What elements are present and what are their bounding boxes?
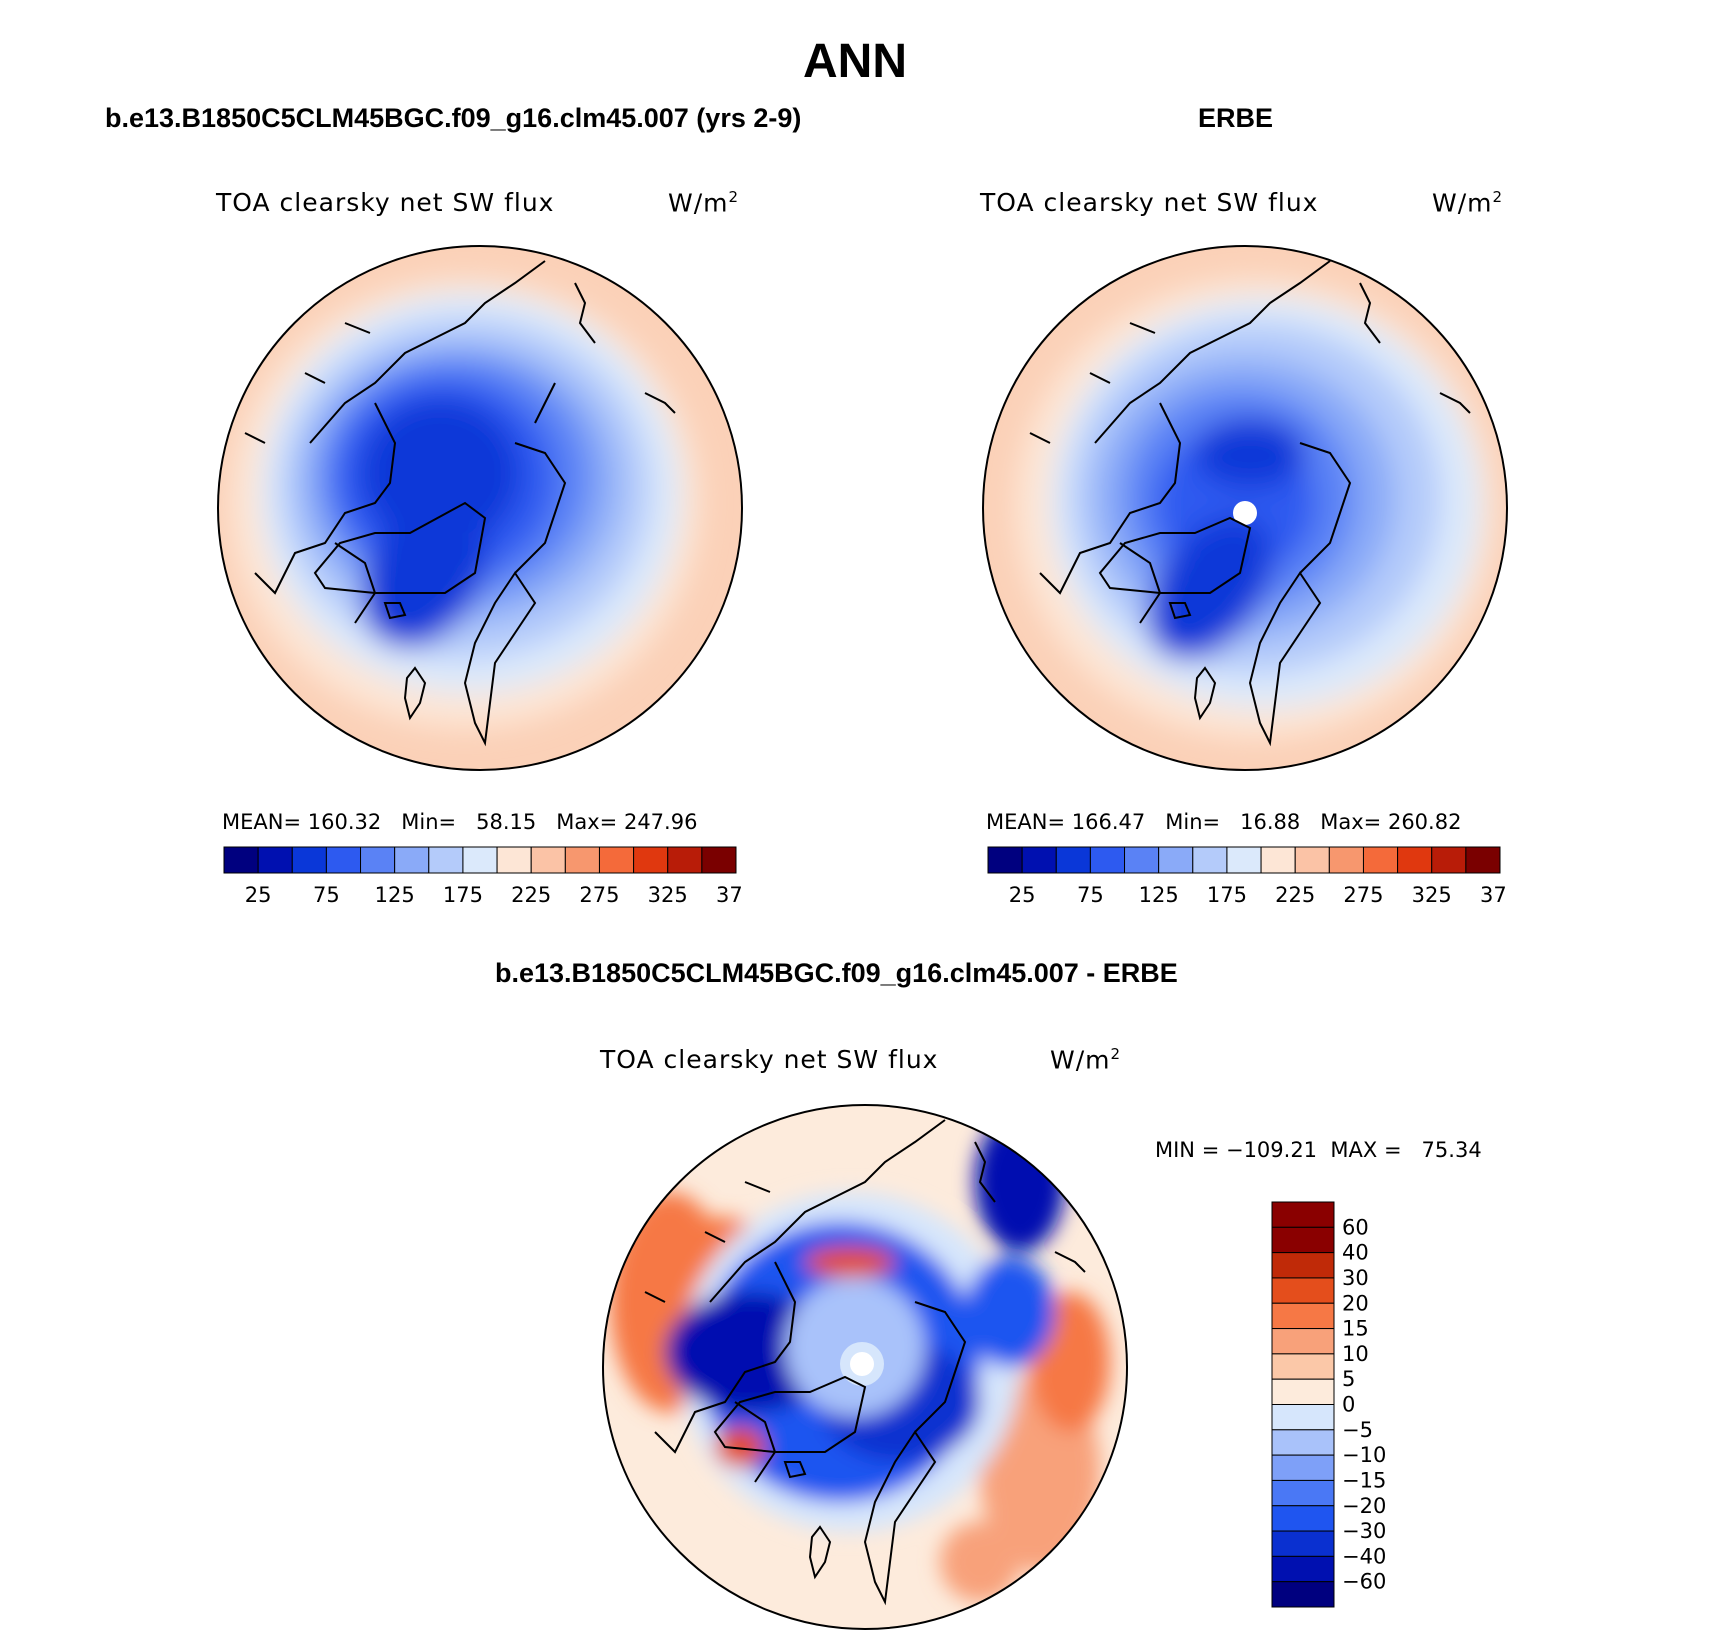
panel2-colorbar-tick-label: 175: [1207, 883, 1247, 907]
panel3-colorbar-tick-label: −20: [1342, 1494, 1386, 1518]
panel1-colorbar-swatch: [530, 846, 566, 874]
panel3-units: W/m2: [1050, 1045, 1122, 1075]
panel3-colorbar-tick-label: 40: [1342, 1241, 1369, 1265]
panel3-colorbar-tick-label: −10: [1342, 1443, 1386, 1467]
panel1-colorbar-tick-label: 325: [648, 883, 688, 907]
panel3-colorbar-swatch: [1271, 1530, 1335, 1557]
panel1-colorbar-swatch: [360, 846, 396, 874]
panel2-colorbar-swatch: [987, 846, 1023, 874]
panel1-colorbar-swatch: [564, 846, 600, 874]
panel1-colorbar-tick-label: 225: [511, 883, 551, 907]
main-title: ANN: [803, 35, 907, 88]
panel3-colorbar-tick-label: 10: [1342, 1342, 1369, 1366]
panel2-colorbar-tick-label: 125: [1139, 883, 1179, 907]
panel2-colorbar-swatch: [1362, 846, 1399, 874]
panel3-colorbar-swatch: [1271, 1328, 1335, 1355]
panel3-title: b.e13.B1850C5CLM45BGC.f09_g16.clm45.007 …: [495, 958, 1178, 988]
panel3-colorbar-swatch: [1271, 1404, 1335, 1431]
panel3-colorbar-swatch: [1271, 1505, 1335, 1532]
panel1-stats: MEAN= 160.32 Min= 58.15 Max= 247.96: [222, 810, 698, 834]
panel1-variable: TOA clearsky net SW flux: [216, 188, 555, 217]
panel2-variable: TOA clearsky net SW flux: [980, 188, 1319, 217]
panel2-units: W/m2: [1432, 188, 1504, 218]
panel2-colorbar-swatch: [1465, 846, 1501, 874]
panel2-colorbar-tick-label: 75: [1077, 883, 1104, 907]
panel1-colorbar-tick-label: 125: [375, 883, 415, 907]
panel1-colorbar-tick-label: 375: [716, 883, 742, 907]
panel3-colorbar-swatch: [1271, 1378, 1335, 1405]
panel1-colorbar-swatch: [633, 846, 669, 874]
panel3-colorbar-swatch: [1271, 1454, 1335, 1481]
panel2-colorbar-swatch: [1089, 846, 1126, 874]
panel2-colorbar-swatch: [1397, 846, 1433, 874]
panel3-colorbar-swatch: [1271, 1201, 1335, 1228]
panel1-colorbar-swatch: [496, 846, 532, 874]
panel3-colorbar-tick-label: 30: [1342, 1266, 1369, 1290]
panel2-colorbar-swatch: [1021, 846, 1057, 874]
panel3-polar-map: [602, 1104, 1128, 1630]
panel1-colorbar-swatch: [325, 846, 362, 874]
panel2-colorbar-swatch: [1226, 846, 1262, 874]
panel2-colorbar-tick-label: 25: [1009, 883, 1036, 907]
panel2-colorbar-swatch: [1158, 846, 1194, 874]
panel2-colorbar: 25 75 125 175 225 275 325 375: [987, 846, 1506, 907]
panel3-colorbar-swatch: [1271, 1302, 1335, 1330]
panel1-colorbar: 25 75 125 175 225 275 325 375: [223, 846, 742, 907]
panel1-colorbar-swatch: [257, 846, 293, 874]
panel3-colorbar-swatch: [1271, 1429, 1335, 1456]
panel3-colorbar-swatch: [1271, 1581, 1335, 1608]
panel2-colorbar-tick-label: 375: [1480, 883, 1506, 907]
panel2-polar-map: [982, 245, 1508, 771]
panel1-colorbar-swatch: [428, 846, 464, 874]
panel1-colorbar-swatch: [701, 846, 737, 874]
panel2-colorbar-tick-label: 325: [1412, 883, 1452, 907]
panel1-colorbar-swatch: [667, 846, 703, 874]
panel1-colorbar-swatch: [394, 846, 430, 874]
panel3-colorbar-tick-label: 60: [1342, 1215, 1369, 1239]
panel3-colorbar-tick-label: −40: [1342, 1544, 1386, 1568]
panel1-colorbar-swatch: [462, 846, 498, 874]
panel2-colorbar-swatch: [1431, 846, 1467, 874]
panel2-colorbar-swatch: [1328, 846, 1364, 874]
panel1-title: b.e13.B1850C5CLM45BGC.f09_g16.clm45.007 …: [105, 103, 802, 133]
panel3-colorbar-tick-label: −5: [1342, 1418, 1373, 1442]
panel1-units: W/m2: [668, 188, 740, 218]
panel1-polar-map: [217, 245, 743, 771]
panel2-colorbar-swatch: [1294, 846, 1330, 874]
panel3-colorbar-tick-label: −60: [1342, 1570, 1386, 1594]
panel3-stats: MIN = −109.21 MAX = 75.34: [1155, 1138, 1482, 1162]
panel3-colorbar-tick-label: −30: [1342, 1519, 1386, 1543]
panel2-colorbar-swatch: [1192, 846, 1228, 874]
panel3-colorbar-tick-label: 5: [1342, 1367, 1355, 1391]
panel3-colorbar-tick-label: 0: [1342, 1393, 1355, 1417]
panel3-colorbar-tick-label: −15: [1342, 1468, 1386, 1492]
panel3-colorbar-swatch: [1271, 1277, 1335, 1304]
panel1-colorbar-swatch: [291, 846, 327, 874]
panel3-colorbar-swatch: [1271, 1252, 1335, 1279]
panel2-stats: MEAN= 166.47 Min= 16.88 Max= 260.82: [986, 810, 1462, 834]
panel3-colorbar-tick-label: 20: [1342, 1291, 1369, 1315]
panel1-colorbar-tick-label: 25: [245, 883, 272, 907]
panel2-title: ERBE: [1198, 103, 1274, 133]
panel1-colorbar-tick-label: 275: [579, 883, 619, 907]
panel2-colorbar-tick-label: 275: [1343, 883, 1383, 907]
panel3-colorbar-swatch: [1271, 1555, 1335, 1583]
panel1-colorbar-swatch: [223, 846, 259, 874]
panel3-colorbar-swatch: [1271, 1353, 1335, 1380]
panel2-colorbar-swatch: [1055, 846, 1091, 874]
panel2-colorbar-tick-label: 225: [1275, 883, 1315, 907]
panel3-colorbar-swatch: [1271, 1226, 1335, 1254]
panel1-colorbar-tick-label: 75: [313, 883, 340, 907]
panel3-variable: TOA clearsky net SW flux: [600, 1045, 939, 1074]
panel2-colorbar-swatch: [1260, 846, 1296, 874]
panel3-colorbar-swatch: [1271, 1479, 1335, 1507]
panel2-colorbar-swatch: [1124, 846, 1160, 874]
panel1-colorbar-swatch: [598, 846, 635, 874]
panel1-colorbar-tick-label: 175: [443, 883, 483, 907]
panel3-colorbar-tick-label: 15: [1342, 1317, 1369, 1341]
